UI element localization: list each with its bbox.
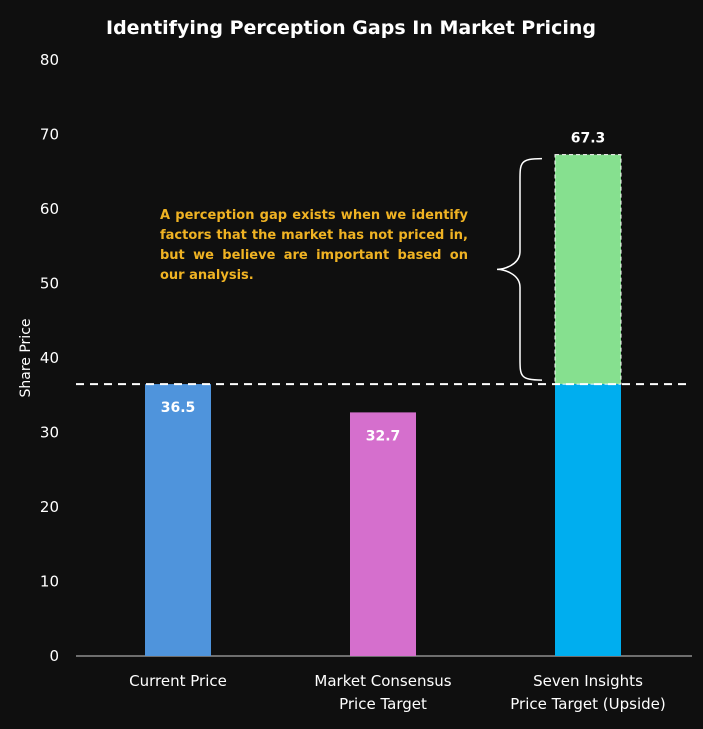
y-tick-label: 40 (40, 349, 59, 367)
y-tick-label: 20 (40, 498, 59, 516)
y-tick-label: 80 (40, 51, 59, 69)
x-category-label: Price Target (Upside) (510, 695, 665, 713)
bar (350, 412, 416, 656)
perception-gap-annotation: A perception gap exists when we identify… (160, 208, 468, 283)
data-label: 32.7 (366, 428, 401, 444)
y-tick-label: 30 (40, 424, 59, 442)
y-tick-label: 60 (40, 200, 59, 218)
x-category-label: Market Consensus (314, 672, 451, 690)
data-label: 36.5 (161, 400, 196, 416)
y-tick-label: 10 (40, 573, 59, 591)
chart-title: Identifying Perception Gaps In Market Pr… (106, 17, 596, 39)
bar (145, 384, 211, 656)
y-tick-label: 70 (40, 126, 59, 144)
x-category-label: Current Price (129, 672, 227, 690)
curly-brace-icon (496, 157, 543, 381)
y-tick-label: 0 (49, 647, 59, 665)
y-axis-label: Share Price (18, 318, 34, 397)
y-tick-label: 50 (40, 275, 59, 293)
x-category-label: Seven Insights (533, 672, 643, 690)
bar (555, 384, 621, 656)
upside-bar (554, 154, 622, 385)
x-category-label: Price Target (339, 695, 427, 713)
data-label: 67.3 (571, 131, 606, 147)
